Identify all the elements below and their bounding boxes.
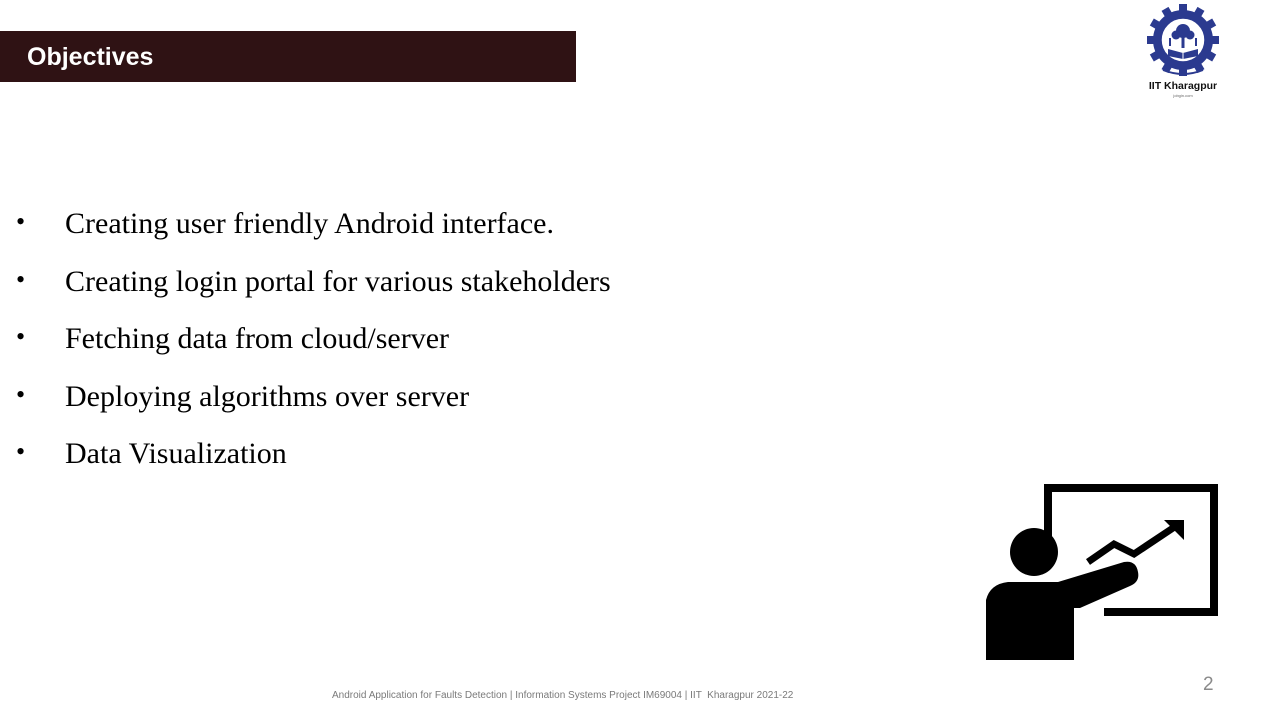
bullet-icon: • <box>16 264 26 294</box>
slide-title: Objectives <box>27 43 154 71</box>
presenter-chart-icon <box>986 484 1218 660</box>
list-item-text: Data Visualization <box>65 437 287 470</box>
list-item: • Data Visualization <box>0 425 900 483</box>
logo-name: IIT Kharagpur <box>1148 80 1218 92</box>
bullet-icon: • <box>16 322 26 351</box>
footer-text: Android Application for Faults Detection… <box>332 690 794 701</box>
list-item: • Creating login portal for various stak… <box>0 253 900 311</box>
bullet-icon: • <box>16 437 26 466</box>
logo: IIT Kharagpur jobgin.com <box>1143 2 1223 102</box>
logo-sub: jobgin.com <box>1173 93 1193 98</box>
objectives-list: • Creating user friendly Android interfa… <box>0 195 900 483</box>
list-item: • Fetching data from cloud/server <box>0 310 900 368</box>
bullet-icon: • <box>16 379 26 409</box>
list-item-text: Deploying algorithms over server <box>65 379 470 413</box>
list-item: • Creating user friendly Android interfa… <box>0 195 900 253</box>
presenter-illustration <box>984 480 1224 662</box>
list-item-text: Creating user friendly Android interface… <box>65 207 554 240</box>
list-item-text: Fetching data from cloud/server <box>65 322 450 355</box>
list-item-text: Creating login portal for various stakeh… <box>65 264 611 298</box>
list-item: • Deploying algorithms over server <box>0 368 900 426</box>
bullet-icon: • <box>16 207 26 236</box>
title-bar: Objectives <box>0 31 576 82</box>
iit-kharagpur-emblem-icon <box>1147 4 1219 76</box>
page-number: 2 <box>1203 674 1214 695</box>
